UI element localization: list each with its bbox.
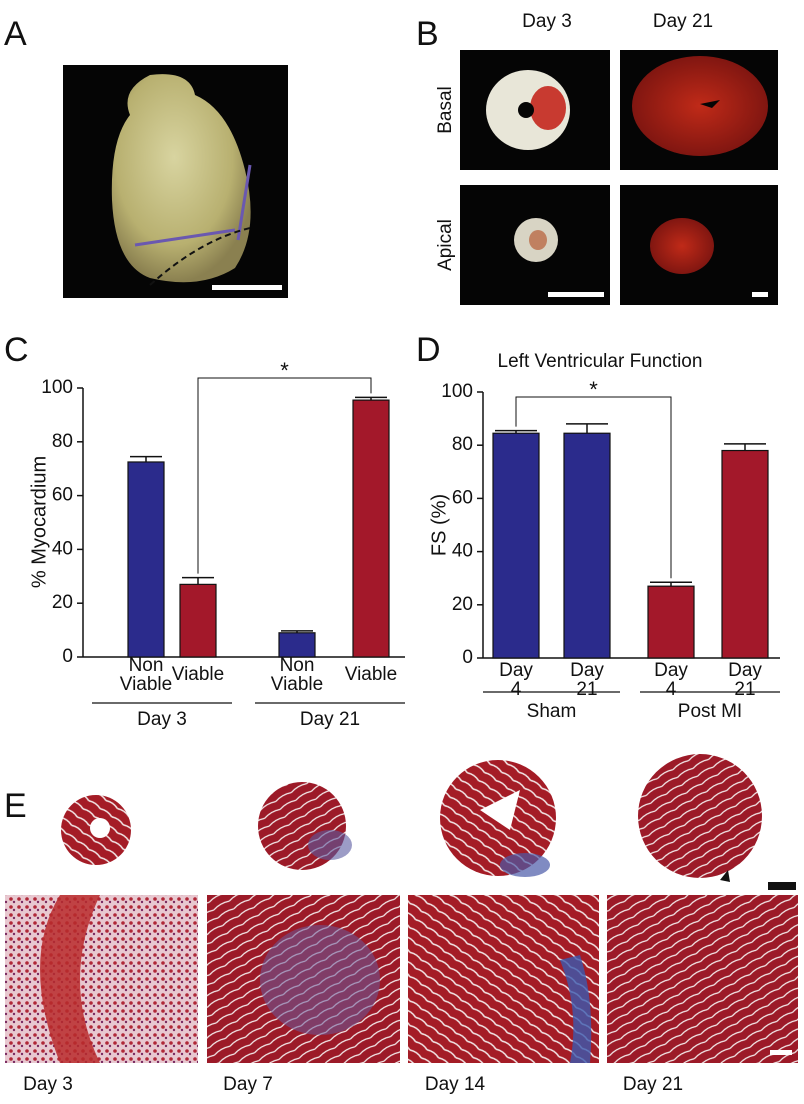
- image-label: Day 3: [23, 1074, 73, 1095]
- chart-title: Left Ventricular Function: [498, 351, 703, 372]
- x-tick-label: Day 21: [728, 660, 762, 700]
- photo-heart: [63, 65, 288, 298]
- histology-overview: [61, 754, 796, 890]
- y-tick-label: 0: [62, 646, 73, 667]
- row-label: Apical: [435, 219, 456, 271]
- x-tick-label: Day 21: [570, 660, 604, 700]
- group-label: Post MI: [678, 701, 742, 722]
- y-tick-label: 60: [452, 487, 473, 508]
- y-tick-label: 0: [462, 647, 473, 668]
- y-tick-label: 20: [52, 592, 73, 613]
- significance-label: *: [589, 377, 598, 402]
- x-tick-label: Non Viable: [120, 655, 172, 695]
- significance-bracket: [515, 396, 672, 579]
- panel-label: B: [416, 15, 439, 53]
- image-label: Day 14: [425, 1074, 486, 1095]
- group-label: Day 21: [300, 709, 360, 730]
- panel-label: E: [4, 787, 27, 825]
- image-label: Day 21: [623, 1074, 683, 1095]
- bar: [179, 583, 217, 658]
- bar: [563, 432, 611, 659]
- x-tick-label: Day 4: [654, 660, 688, 700]
- bar: [278, 632, 316, 658]
- bar: [647, 585, 695, 659]
- bar: [721, 449, 769, 659]
- row-label: Basal: [435, 86, 456, 134]
- y-tick-label: 60: [52, 485, 73, 506]
- y-axis-label: FS (%): [428, 494, 450, 556]
- x-tick-label: Viable: [345, 664, 397, 685]
- significance-label: *: [280, 358, 289, 383]
- image-label: Day 7: [223, 1074, 273, 1095]
- y-tick-label: 100: [41, 377, 73, 398]
- significance-bracket: [197, 377, 372, 574]
- y-tick-label: 40: [452, 541, 473, 562]
- bar: [127, 461, 165, 658]
- panel-label: A: [4, 15, 27, 53]
- column-label: Day 3: [522, 11, 572, 32]
- bar: [352, 399, 390, 658]
- panel-label: C: [4, 331, 29, 369]
- histology-detail: [5, 895, 798, 1063]
- y-tick-label: 20: [452, 594, 473, 615]
- y-tick-label: 80: [452, 434, 473, 455]
- group-label: Day 3: [137, 709, 187, 730]
- x-tick-label: Viable: [172, 664, 224, 685]
- column-label: Day 21: [653, 11, 713, 32]
- y-tick-label: 40: [52, 538, 73, 559]
- y-tick-label: 80: [52, 431, 73, 452]
- y-axis-label: % Myocardium: [28, 456, 50, 588]
- x-tick-label: Day 4: [499, 660, 533, 700]
- y-tick-label: 100: [441, 381, 473, 402]
- group-label: Sham: [527, 701, 577, 722]
- x-tick-label: Non Viable: [271, 655, 323, 695]
- photo-sections: [460, 50, 778, 305]
- bar: [492, 432, 540, 659]
- panel-label: D: [416, 331, 441, 369]
